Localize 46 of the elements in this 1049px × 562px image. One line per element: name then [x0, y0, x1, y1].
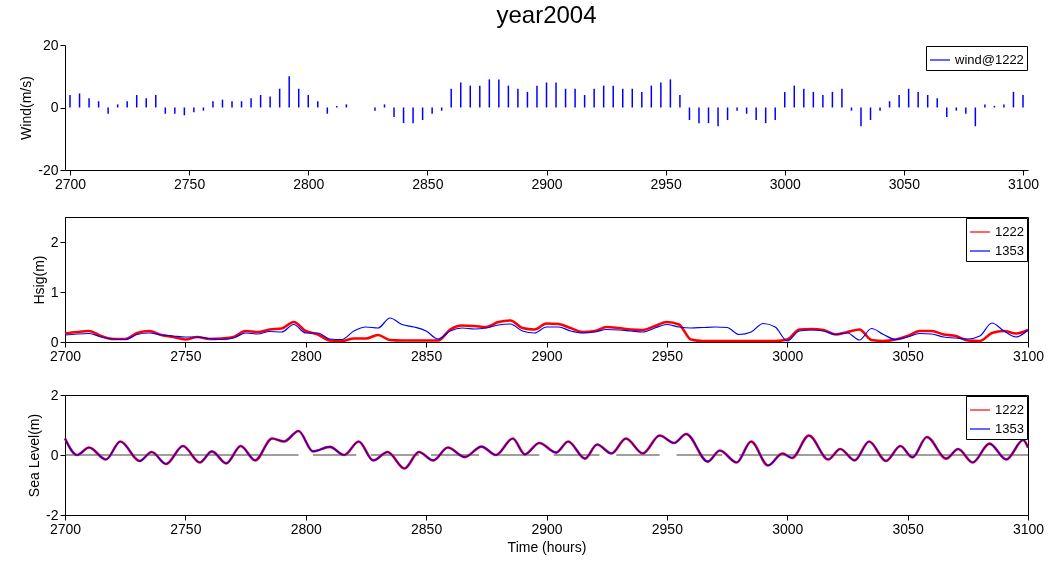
x-tick-label: 2800 — [290, 347, 323, 364]
x-tick-label: 2850 — [412, 175, 444, 192]
chart-title: year2004 — [496, 1, 597, 28]
x-tick-label: 3050 — [888, 175, 921, 192]
x-tick-label: 2800 — [290, 520, 323, 537]
legend-label: 1353 — [995, 421, 1024, 436]
x-tick-label: 3100 — [1007, 175, 1040, 192]
x-tick-label: 3000 — [772, 347, 804, 364]
x-tick-label: 2850 — [411, 520, 443, 537]
y-tick-label: 0 — [50, 99, 59, 115]
y-axis-title: Wind(m/s) — [18, 76, 35, 140]
y-tick-label: 2 — [50, 233, 59, 250]
legend-label: wind@1222 — [954, 52, 1024, 67]
x-tick-label: 2700 — [54, 175, 87, 192]
x-tick-label: 2950 — [651, 520, 684, 537]
y-tick-label: -20 — [38, 161, 59, 178]
x-axis-title: Time (hours) — [507, 538, 587, 555]
x-tick-label: 3050 — [892, 347, 924, 364]
x-tick-label: 2950 — [651, 347, 684, 364]
x-tick-label: 2850 — [411, 347, 443, 364]
x-tick-label: 3000 — [769, 175, 802, 192]
x-tick-label: 2750 — [170, 347, 202, 364]
y-tick-label: 0 — [50, 446, 59, 463]
y-tick-label: 0 — [50, 333, 59, 350]
y-axis-title: Sea Level(m) — [26, 413, 43, 498]
x-tick-label: 3100 — [1012, 520, 1045, 537]
y-tick-label: 2 — [50, 386, 59, 403]
y-tick-label: -2 — [46, 506, 59, 523]
x-tick-label: 2750 — [170, 520, 202, 537]
legend-label: 1222 — [995, 402, 1024, 417]
legend-label: 1222 — [995, 224, 1024, 239]
x-tick-label: 3050 — [892, 520, 924, 537]
x-tick-label: 2950 — [650, 175, 682, 192]
x-tick-label: 2700 — [49, 347, 82, 364]
x-tick-label: 2900 — [531, 347, 563, 364]
x-tick-label: 2900 — [531, 175, 563, 192]
y-axis-title: Hsig(m) — [30, 255, 47, 305]
x-tick-label: 2800 — [293, 175, 325, 192]
x-tick-label: 3000 — [772, 520, 804, 537]
x-tick-label: 3100 — [1012, 347, 1045, 364]
x-tick-label: 2700 — [49, 520, 82, 537]
x-tick-label: 2900 — [531, 520, 563, 537]
y-tick-label: 20 — [42, 36, 59, 53]
x-tick-label: 2750 — [174, 175, 206, 192]
legend-label: 1353 — [995, 243, 1024, 258]
y-tick-label: 1 — [50, 283, 59, 300]
